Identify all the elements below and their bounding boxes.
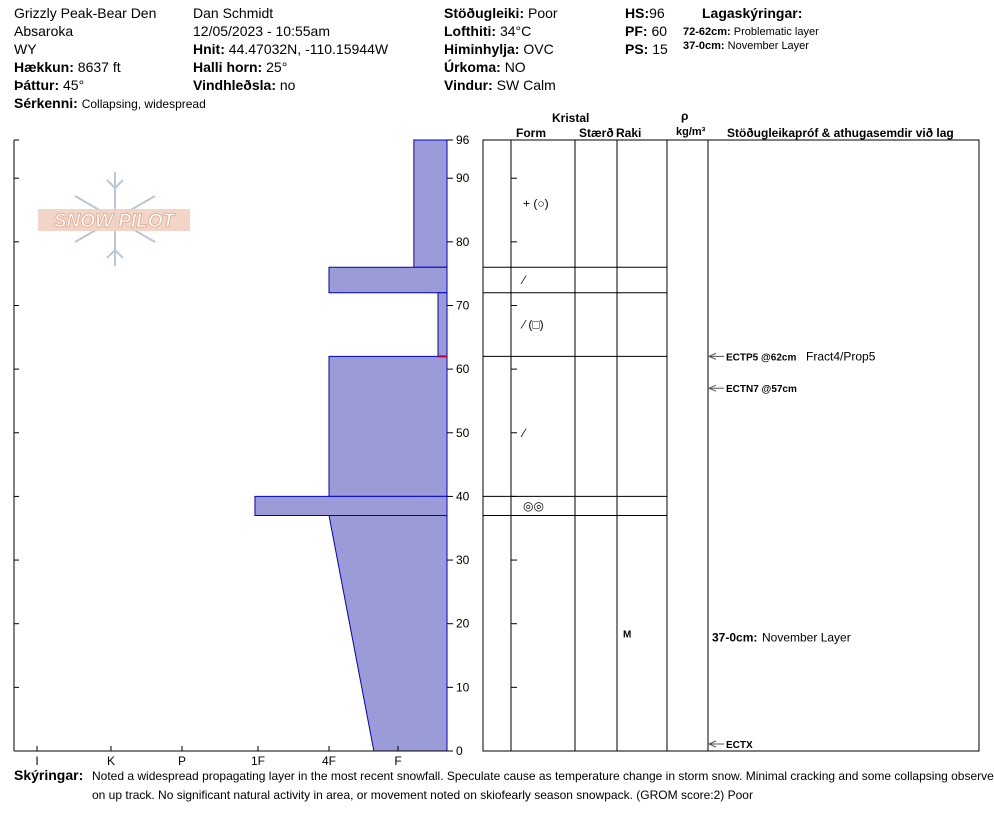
stability-test-label: ECTX xyxy=(726,740,753,751)
layers-table xyxy=(482,139,980,752)
snow-pilot-logo: SNOW PILOT xyxy=(38,172,190,266)
sky-cover: Himinhylja: OVC xyxy=(444,41,554,57)
hardness-layer xyxy=(413,139,448,268)
col-density: kg/m³ xyxy=(676,126,706,138)
x-tick-label: 1F xyxy=(251,754,265,768)
test-arrowhead xyxy=(707,384,717,392)
y-tick-label: 10 xyxy=(456,680,470,694)
crystal-form-symbol: ⁄ xyxy=(520,273,527,287)
y-tick-label: 40 xyxy=(456,489,470,503)
aspect: Þáttur: 45° xyxy=(14,77,85,93)
location-name: Grizzly Peak-Bear Den xyxy=(14,5,157,21)
test-arrowhead xyxy=(707,352,717,360)
comments-line-1: Noted a widespread propagating layer in … xyxy=(92,769,994,783)
layer-notes-title: Lagaskýringar: xyxy=(702,5,803,21)
hardness-layer xyxy=(437,292,448,357)
mountain-range: Absaroka xyxy=(14,23,74,39)
y-tick-label: 50 xyxy=(456,426,470,440)
col-size: Stærð xyxy=(579,126,614,140)
crystal-form-symbol: + (○) xyxy=(523,197,549,211)
elevation: Hækkun: 8637 ft xyxy=(14,59,121,75)
crystal-form-symbol: ◎◎ xyxy=(523,499,544,513)
hs-value: HS:96 xyxy=(625,5,665,21)
y-tick-label: 20 xyxy=(456,617,470,631)
y-tick-label: 60 xyxy=(456,362,470,376)
y-tick-label: 0 xyxy=(456,744,463,758)
x-tick-label: K xyxy=(107,754,115,768)
col-crystal: Kristal xyxy=(552,111,590,125)
svg-text:SNOW PILOT: SNOW PILOT xyxy=(54,211,176,232)
hardness-layer xyxy=(254,495,448,517)
layer-note: 72-62cm: Problematic layer xyxy=(683,26,819,38)
col-moisture: Raki xyxy=(616,126,642,140)
x-tick-label: 4F xyxy=(322,754,336,768)
col-form: Form xyxy=(516,126,546,140)
x-tick-label: F xyxy=(394,754,401,768)
stability-test-label: ECTN7 @57cm xyxy=(726,384,797,395)
wind: Vindur: SW Calm xyxy=(444,77,556,93)
stability-test-note: Fract4/Prop5 xyxy=(806,349,876,363)
coordinates: Hnit: 44.47032N, -110.15944W xyxy=(193,41,389,57)
y-tick-label: 70 xyxy=(456,298,470,312)
hardness-layer xyxy=(328,515,448,752)
crystal-form-symbol: ⁄ (□) xyxy=(520,318,544,332)
hardness-layer xyxy=(328,266,448,294)
ps-value: PS: 15 xyxy=(625,41,668,57)
stability: Stöðugleiki: Poor xyxy=(444,5,558,21)
features: Sérkenni: Collapsing, widespread xyxy=(14,95,206,111)
layer-note: 37-0cm: November Layer xyxy=(683,40,809,52)
col-tests: Stöðugleikapróf & athugasemdir við lag xyxy=(727,126,954,140)
y-tick-label: 90 xyxy=(456,171,470,185)
comments-label: Skýringar: xyxy=(14,767,84,783)
stability-test-label: ECTP5 @62cm xyxy=(726,352,796,363)
layer-comment-range: 37-0cm: xyxy=(712,630,757,644)
crystal-form-symbol: ⁄ xyxy=(520,426,527,440)
y-tick-label: 80 xyxy=(456,235,470,249)
x-tick-label: P xyxy=(178,754,186,768)
layer-comment-text: November Layer xyxy=(762,630,851,644)
datetime: 12/05/2023 - 10:55am xyxy=(193,23,330,39)
precipitation: Úrkoma: NO xyxy=(444,59,526,75)
wind-loading: Vindhleðsla: no xyxy=(193,77,296,93)
test-arrowhead xyxy=(707,740,717,748)
hardness-layer xyxy=(328,355,448,497)
comments-line-2: on up track. No significant natural acti… xyxy=(92,788,753,802)
y-tick-label: 30 xyxy=(456,553,470,567)
observer: Dan Schmidt xyxy=(193,5,274,21)
moisture-value: M xyxy=(623,629,631,640)
pf-value: PF: 60 xyxy=(625,23,668,39)
y-tick-label: 96 xyxy=(456,133,470,147)
state: WY xyxy=(14,41,37,57)
col-rho: ρ xyxy=(681,109,689,123)
air-temp: Lofthiti: 34°C xyxy=(444,23,532,39)
slope-angle: Halli horn: 25° xyxy=(193,59,288,75)
x-tick-label: I xyxy=(35,754,38,768)
